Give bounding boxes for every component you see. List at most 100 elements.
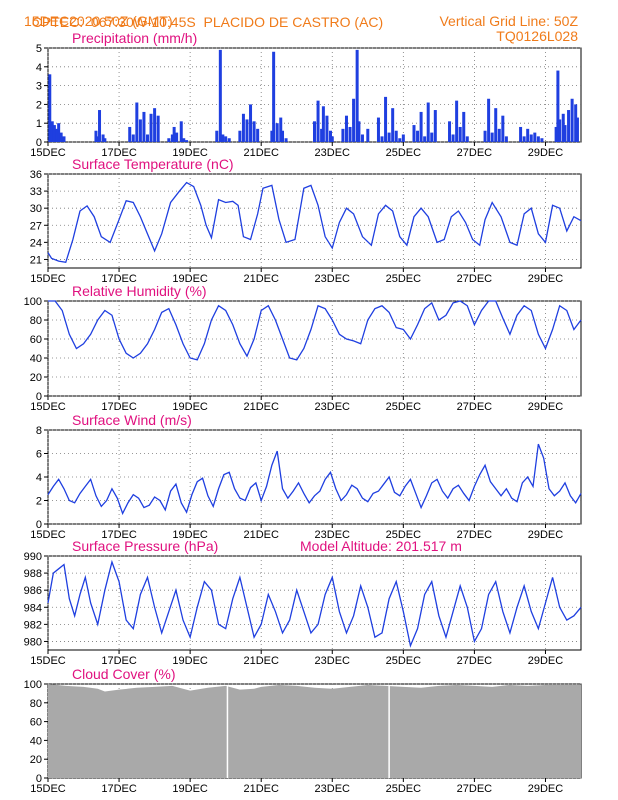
cloud-ytick-label: 20 bbox=[30, 754, 42, 766]
precip-bar bbox=[348, 126, 352, 142]
precip-xtick-label: 23DEC bbox=[315, 147, 351, 159]
precip-bar bbox=[238, 130, 242, 142]
precip-bar bbox=[241, 113, 245, 142]
precip-bar bbox=[185, 140, 189, 142]
precip-bar bbox=[98, 110, 102, 142]
rh-xtick-label: 29DEC bbox=[528, 401, 564, 413]
cloud-ytick-label: 40 bbox=[30, 735, 42, 747]
pres-annotation: Model Altitude: 201.517 m bbox=[300, 538, 462, 554]
pres-ytick-label: 980 bbox=[24, 636, 42, 648]
precip-xtick-label: 19DEC bbox=[172, 147, 208, 159]
temp-ytick-label: 33 bbox=[30, 186, 42, 198]
temp-xtick-label: 17DEC bbox=[101, 273, 137, 285]
precip-bar bbox=[175, 132, 179, 142]
temp-ytick-label: 36 bbox=[30, 169, 42, 181]
precip-bar bbox=[252, 121, 256, 142]
temp-xtick-label: 23DEC bbox=[315, 273, 351, 285]
rh-title: Relative Humidity (%) bbox=[72, 283, 207, 299]
rh-frame bbox=[47, 300, 582, 397]
precip-bar bbox=[360, 134, 364, 142]
pres-xtick-label: 21DEC bbox=[243, 655, 279, 667]
temp-xtick-label: 25DEC bbox=[386, 273, 422, 285]
precip-bar bbox=[135, 102, 139, 142]
precip-bar bbox=[497, 128, 501, 142]
temp-title: Surface Temperature (nC) bbox=[72, 156, 234, 172]
precip-bar bbox=[245, 119, 249, 142]
rh-ytick-label: 0 bbox=[36, 391, 42, 403]
precip-bar bbox=[341, 128, 345, 142]
precip-bar bbox=[419, 111, 423, 142]
precip-bar bbox=[316, 100, 320, 142]
wind-xtick-label: 29DEC bbox=[528, 529, 564, 541]
precip-xtick-label: 27DEC bbox=[457, 147, 493, 159]
precip-bar bbox=[153, 108, 157, 142]
precip-bar bbox=[401, 134, 405, 142]
cloud-xtick-label: 19DEC bbox=[172, 783, 208, 795]
precip-bar bbox=[558, 119, 562, 142]
header-grid-note: Vertical Grid Line: 50Z bbox=[439, 13, 578, 29]
precip-bar bbox=[423, 136, 427, 142]
precip-bar bbox=[57, 123, 61, 142]
precip-bar bbox=[227, 138, 231, 142]
precip-ytick-label: 4 bbox=[36, 62, 42, 74]
cloud-xtick-label: 23DEC bbox=[315, 783, 351, 795]
precip-bar bbox=[215, 130, 219, 142]
cloud-xtick-label: 21DEC bbox=[243, 783, 279, 795]
precip-bar bbox=[224, 136, 228, 142]
precip-bar bbox=[330, 136, 334, 142]
precip-bar bbox=[101, 134, 105, 142]
precip-xtick-label: 15DEC bbox=[30, 147, 66, 159]
precip-bar bbox=[448, 121, 452, 142]
precip-bar bbox=[519, 126, 523, 142]
precip-bar bbox=[352, 98, 356, 142]
wind-xtick-label: 17DEC bbox=[101, 529, 137, 541]
wind-ytick-label: 2 bbox=[36, 496, 42, 508]
pres-ytick-label: 984 bbox=[24, 602, 42, 614]
temp-xtick-label: 29DEC bbox=[528, 273, 564, 285]
precip-bar bbox=[221, 134, 225, 142]
header-station: PLACIDO DE CASTRO (AC) bbox=[203, 14, 384, 30]
precip-bar bbox=[416, 130, 420, 142]
header-run: 15DEC2020 50Z (GMT) bbox=[24, 13, 173, 29]
precip-bar bbox=[357, 121, 361, 142]
temp-xtick-label: 19DEC bbox=[172, 273, 208, 285]
temp-xtick-label: 21DEC bbox=[243, 273, 279, 285]
rh-ytick-label: 20 bbox=[30, 372, 42, 384]
pres-title: Surface Pressure (hPa) bbox=[72, 538, 218, 554]
rh-ytick-label: 40 bbox=[30, 353, 42, 365]
precip-bar bbox=[59, 132, 63, 142]
precip-bar bbox=[561, 113, 565, 142]
wind-frame bbox=[47, 429, 582, 525]
precip-bar bbox=[320, 128, 324, 142]
precip-bar bbox=[455, 100, 459, 142]
cloud-xtick-label: 29DEC bbox=[528, 783, 564, 795]
precip-bar bbox=[172, 126, 176, 142]
pres-ytick-label: 988 bbox=[24, 568, 42, 580]
temp-ytick-label: 30 bbox=[30, 203, 42, 215]
cloud-xtick-label: 25DEC bbox=[386, 783, 422, 795]
wind-xtick-label: 25DEC bbox=[386, 529, 422, 541]
precip-bar bbox=[462, 111, 466, 142]
precip-bar bbox=[96, 136, 100, 142]
rh-ytick-label: 100 bbox=[24, 296, 42, 308]
cloud-xtick-label: 17DEC bbox=[101, 783, 137, 795]
temp-ytick-label: 21 bbox=[30, 254, 42, 266]
precip-bar bbox=[522, 136, 526, 142]
pres-series-line bbox=[47, 559, 582, 648]
precip-bar bbox=[149, 113, 153, 142]
precip-xtick-label: 29DEC bbox=[528, 147, 564, 159]
rh-xtick-label: 21DEC bbox=[243, 401, 279, 413]
precip-bar bbox=[328, 130, 332, 142]
pres-ytick-label: 990 bbox=[24, 551, 42, 563]
precip-bar bbox=[501, 115, 505, 142]
precip-bar bbox=[504, 136, 508, 142]
precip-bar bbox=[556, 70, 560, 142]
precip-bar bbox=[563, 125, 567, 142]
precip-bar bbox=[62, 136, 66, 142]
precip-bar bbox=[433, 110, 437, 142]
precip-xtick-label: 21DEC bbox=[243, 147, 279, 159]
precip-bar bbox=[536, 136, 540, 142]
precip-bar bbox=[142, 111, 146, 142]
precip-bar bbox=[270, 130, 274, 142]
